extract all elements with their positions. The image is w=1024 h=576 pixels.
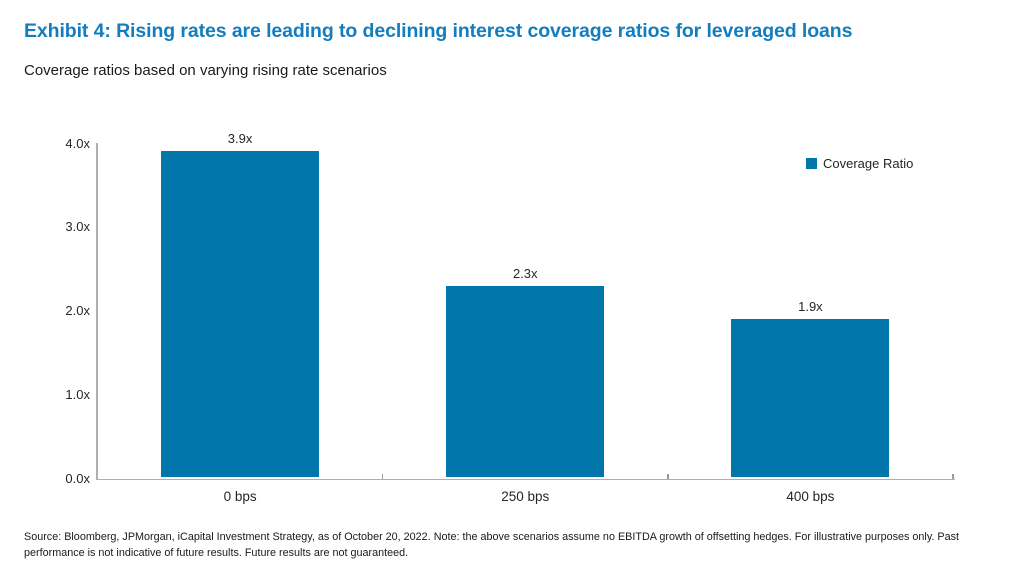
bar-0bps [161, 151, 320, 478]
y-tick-label: 2.0x [65, 303, 90, 319]
y-tick-label: 4.0x [65, 135, 90, 151]
chart-subtitle: Coverage ratios based on varying rising … [24, 62, 387, 79]
x-axis-tick [952, 473, 954, 479]
y-tick-label: 1.0x [65, 387, 90, 403]
bar-value-label: 1.9x [798, 299, 823, 315]
x-axis-line [96, 478, 955, 480]
x-axis-tick [667, 473, 669, 479]
x-category-label: 250 bps [501, 489, 550, 504]
y-tick-label: 0.0x [65, 471, 90, 486]
legend: Coverage Ratio [806, 156, 913, 171]
bar-250bps [446, 285, 605, 478]
y-axis-line [96, 143, 98, 479]
bar-value-label: 2.3x [512, 265, 538, 281]
y-tick-label: 3.0x [65, 219, 90, 235]
x-axis-tick [381, 473, 384, 479]
source-footnote: Source: Bloomberg, JPMorgan, iCapital In… [24, 531, 960, 559]
legend-marker-icon [806, 158, 817, 169]
bar-400bps [731, 319, 890, 478]
bar-value-label: 3.9x [227, 131, 253, 147]
legend-label: Coverage Ratio [823, 156, 914, 171]
x-category-label: 400 bps [786, 489, 835, 504]
page-title: Exhibit 4: Rising rates are leading to d… [24, 20, 853, 42]
x-category-label: 0 bps [223, 489, 257, 504]
